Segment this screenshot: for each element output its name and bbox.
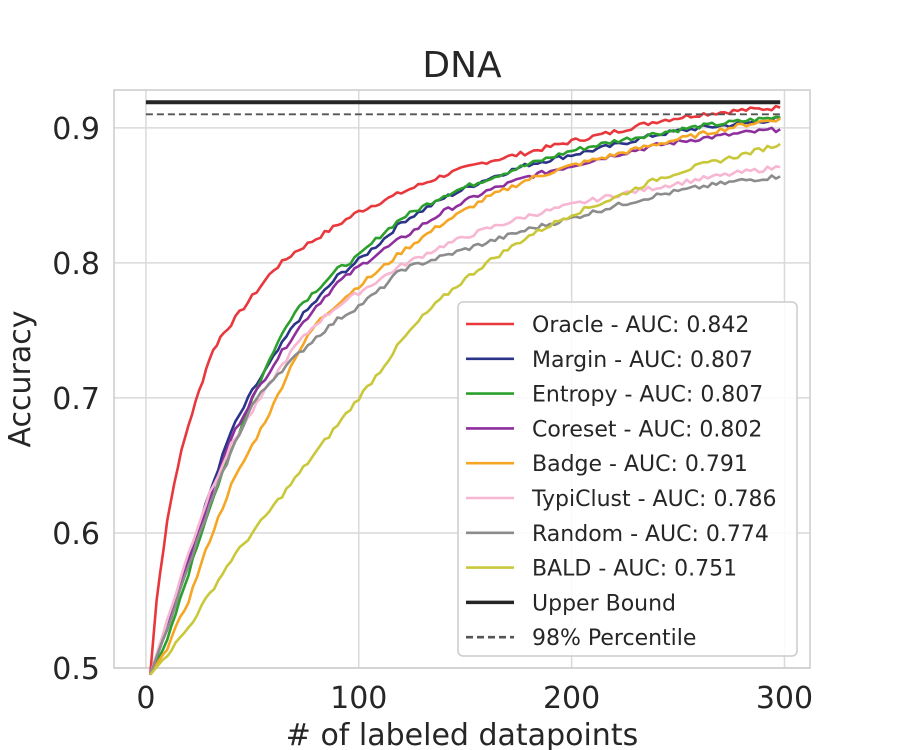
series-line-random-auc-0-774 (148, 174, 781, 676)
series-layer (145, 100, 781, 676)
legend-box (457, 301, 798, 657)
x-tick-label: 300 (756, 681, 813, 716)
legend-label: Upper Bound (532, 591, 676, 616)
plot-frame (113, 89, 811, 669)
legend: Oracle - AUC: 0.842 Margin - AUC: 0.807 En… (457, 301, 798, 657)
legend-label: BALD - AUC: 0.751 (532, 557, 737, 582)
series-line-bald-auc-0-751 (149, 142, 781, 676)
x-tick-label: 100 (330, 681, 387, 716)
legend-label: Coreset - AUC: 0.802 (532, 417, 762, 442)
tick-labels: 0 100 200 300 0.5 0.6 0.7 0.8 0.9 (52, 112, 813, 716)
y-tick-label: 0.8 (52, 247, 100, 282)
x-tick-label: 200 (543, 681, 600, 716)
legend-label: Margin - AUC: 0.807 (532, 348, 753, 373)
series-line-coreset-auc-0-802 (148, 126, 781, 676)
chart-title: DNA (422, 45, 502, 86)
legend-label: Random - AUC: 0.774 (532, 522, 769, 547)
legend-label: Oracle - AUC: 0.842 (532, 313, 749, 338)
y-tick-label: 0.9 (52, 112, 100, 147)
y-tick-label: 0.7 (52, 382, 100, 417)
legend-label: Badge - AUC: 0.791 (532, 452, 748, 477)
legend-label: 98% Percentile (532, 626, 696, 651)
y-tick-label: 0.6 (52, 517, 100, 552)
x-tick-label: 0 (136, 681, 155, 716)
series-line-typiclust-auc-0-786 (148, 165, 781, 676)
x-axis-title: # of labeled datapoints (286, 718, 638, 750)
y-axis-title: Accuracy (3, 311, 38, 448)
legend-label: TypiClust - AUC: 0.786 (531, 487, 776, 512)
series-line-badge-auc-0-791 (149, 117, 781, 676)
legend-label: Entropy - AUC: 0.807 (532, 383, 763, 408)
series-line-oracle-auc-0-842 (148, 104, 781, 675)
y-tick-label: 0.5 (52, 652, 100, 687)
